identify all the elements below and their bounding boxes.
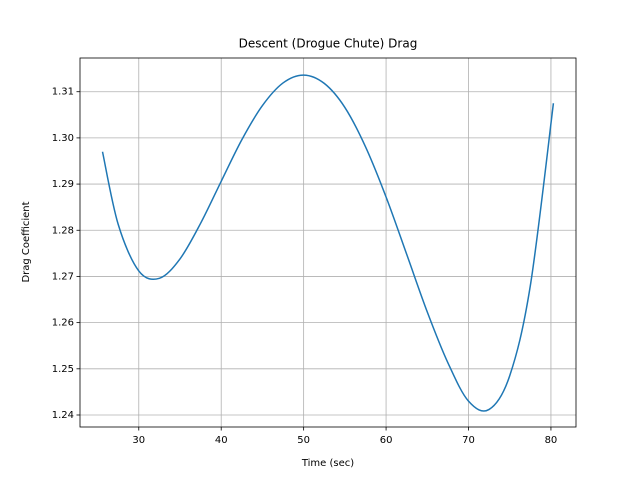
x-tick-label: 80 [545, 435, 558, 446]
y-tick-label: 1.30 [52, 133, 74, 144]
y-tick-label: 1.26 [52, 318, 74, 329]
x-axis-label: Time (sec) [301, 458, 354, 469]
plot-frame [79, 57, 577, 428]
y-axis-label: Drag Coefficient [21, 201, 32, 282]
chart-title: Descent (Drogue Chute) Drag [239, 37, 418, 51]
y-tick-label: 1.31 [52, 87, 74, 98]
y-tick-label: 1.27 [52, 271, 74, 282]
x-tick-label: 60 [380, 435, 393, 446]
x-tick-label: 50 [297, 435, 310, 446]
x-tick-label: 70 [462, 435, 475, 446]
y-tick-label: 1.29 [52, 179, 74, 190]
line-series [101, 74, 555, 412]
y-tick-label: 1.25 [52, 364, 74, 375]
x-tick-label: 30 [132, 435, 145, 446]
y-tick-label: 1.28 [52, 225, 74, 236]
x-tick-label: 40 [215, 435, 228, 446]
y-tick-label: 1.24 [52, 410, 74, 421]
